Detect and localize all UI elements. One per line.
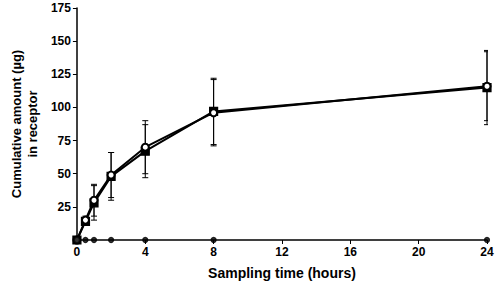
svg-text:8: 8 — [210, 245, 217, 259]
svg-text:75: 75 — [58, 134, 72, 148]
svg-text:50: 50 — [58, 167, 72, 181]
svg-text:175: 175 — [51, 1, 71, 15]
svg-text:125: 125 — [51, 67, 71, 81]
svg-text:12: 12 — [275, 245, 289, 259]
svg-text:24: 24 — [480, 245, 494, 259]
svg-text:Sampling time (hours): Sampling time (hours) — [208, 265, 356, 281]
svg-text:4: 4 — [142, 245, 149, 259]
svg-text:100: 100 — [51, 100, 71, 114]
svg-text:20: 20 — [412, 245, 426, 259]
svg-text:0: 0 — [74, 245, 81, 259]
svg-text:Cumulative amount (µg): Cumulative amount (µg) — [9, 50, 24, 198]
svg-text:150: 150 — [51, 34, 71, 48]
svg-text:16: 16 — [344, 245, 358, 259]
svg-text:in receptor: in receptor — [25, 90, 40, 157]
svg-text:25: 25 — [58, 200, 72, 214]
